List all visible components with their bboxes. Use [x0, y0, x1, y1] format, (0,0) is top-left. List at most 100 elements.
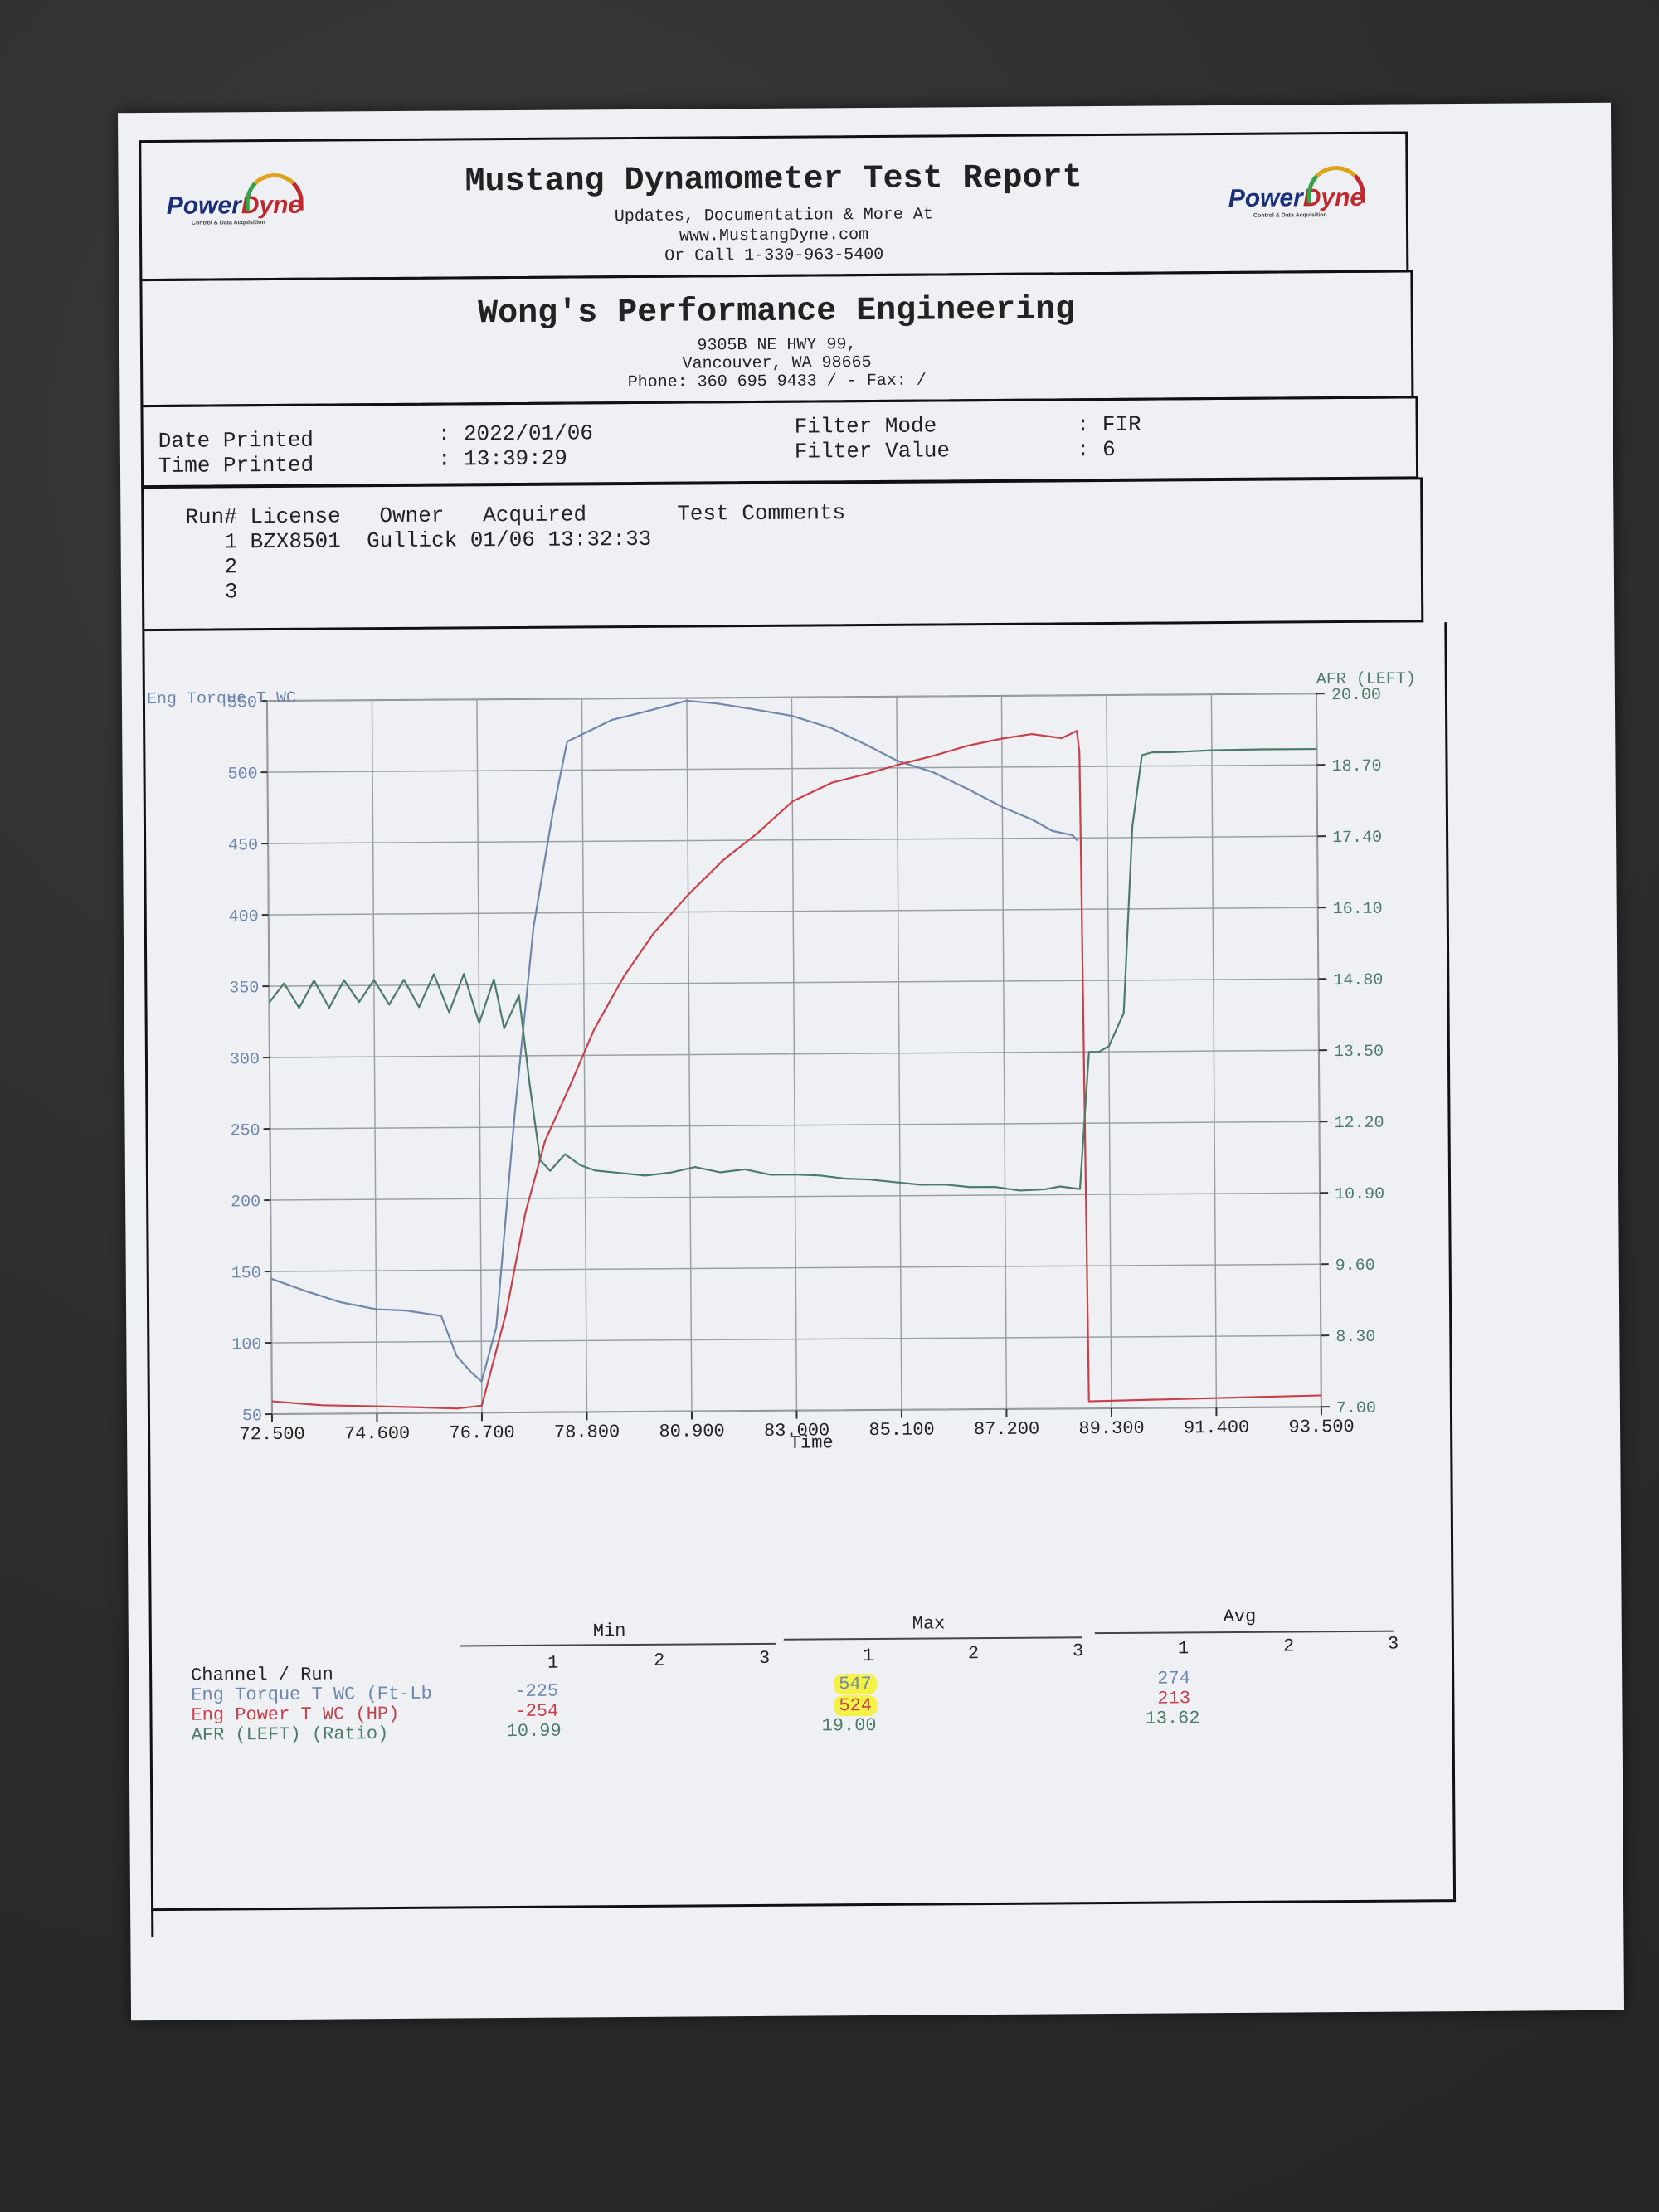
y-left-tick-label: 400 — [229, 907, 259, 926]
avg-run-2-header: 2 — [1282, 1636, 1295, 1657]
y-right-tick-label: 20.00 — [1331, 686, 1381, 705]
power-max-highlight: 524 — [834, 1694, 878, 1717]
y-right-tick-label: 17.40 — [1332, 829, 1382, 848]
chart-grid — [265, 693, 1322, 1416]
power-row-label: Eng Power T WC (HP) — [191, 1703, 400, 1726]
y-right-tick-label: 7.00 — [1336, 1399, 1376, 1418]
x-tick-label: 74.600 — [344, 1423, 410, 1445]
grid-line-horizontal — [268, 907, 1318, 916]
x-tick-label: 87.200 — [974, 1419, 1039, 1441]
runs-header: Run# License Owner Acquired Test Comment… — [185, 500, 846, 530]
min-run-3-header: 3 — [758, 1647, 771, 1669]
power-series-line — [271, 730, 1321, 1410]
torque-min: -225 — [514, 1680, 559, 1703]
min-group-header: Min — [592, 1621, 626, 1642]
x-axis-label: Time — [790, 1432, 834, 1453]
y-right-tick-label: 12.20 — [1334, 1114, 1384, 1133]
y-left-tick-label: 500 — [227, 765, 257, 784]
y-left-tick-label: 200 — [231, 1193, 260, 1212]
filter-value-label: Filter Value — [794, 438, 951, 464]
y-axis-label-right: AFR (LEFT) — [1316, 669, 1416, 689]
dyno-chart: 72.500 74.600 76.700 78.800 80.900 83.000 85.1… — [147, 669, 1416, 1453]
chart-axes: 72.500 74.600 76.700 78.800 80.900 83.000 85.1… — [227, 686, 1384, 1446]
min-run-2-header: 2 — [653, 1650, 665, 1671]
grid-line-horizontal — [270, 1121, 1320, 1130]
y-axis-label-left: Eng Torque T WC — [147, 689, 296, 709]
page-frame-right — [1444, 622, 1457, 1900]
y-left-tick-label: 450 — [228, 836, 258, 855]
y-right-tick-label: 10.90 — [1335, 1185, 1384, 1204]
min-run-1-header: 1 — [547, 1652, 559, 1674]
y-right-tick-label: 13.50 — [1334, 1043, 1384, 1062]
grid-line-horizontal — [270, 1263, 1321, 1272]
y-left-tick-label: 350 — [229, 979, 259, 998]
y-left-tick-label: 50 — [242, 1407, 262, 1426]
time-printed-label: Time Printed — [158, 452, 314, 479]
date-printed-label: Date Printed — [158, 427, 314, 454]
y-left-tick-label: 550 — [227, 693, 257, 712]
y-left-tick-label: 100 — [231, 1335, 261, 1354]
x-tick-label: 91.400 — [1184, 1417, 1249, 1439]
afr-min: 10.99 — [506, 1720, 562, 1743]
filter-mode-value: : FIR — [1076, 411, 1141, 438]
avg-run-3-header: 3 — [1387, 1633, 1399, 1655]
max-group-header: Max — [912, 1613, 946, 1635]
max-run-3-header: 3 — [1072, 1641, 1084, 1662]
dyno-report-sheet: PowerDyne Control & Data Acquisition Pow… — [117, 102, 1625, 2021]
chart-series — [268, 699, 1321, 1410]
grid-line-horizontal — [271, 1334, 1321, 1344]
print-info-box: Date Printed : 2022/01/06 Time Printed :… — [140, 396, 1419, 489]
date-printed-value: : 2022/01/06 — [437, 421, 594, 447]
filter-value-value: : 6 — [1076, 436, 1116, 463]
afr-series-line — [268, 747, 1317, 1192]
time-printed-value: : 13:39:29 — [437, 445, 568, 472]
x-tick-label: 80.900 — [659, 1421, 724, 1442]
power-min: -254 — [514, 1700, 559, 1723]
y-left-tick-label: 150 — [231, 1264, 261, 1283]
afr-avg: 13.62 — [1145, 1708, 1200, 1729]
max-run-2-header: 2 — [967, 1643, 980, 1665]
grid-line-horizontal — [266, 693, 1316, 702]
power-max: 524 — [834, 1694, 878, 1717]
y-left-tick-label: 300 — [230, 1050, 260, 1069]
run-row-1: 1 BZX8501 Gullick 01/06 13:32:33 — [185, 526, 652, 555]
run-row-3: 3 — [185, 579, 238, 605]
shop-name: Wong's Performance Engineering — [477, 291, 1076, 333]
x-tick-label: 83.000 — [764, 1420, 830, 1441]
grid-line-horizontal — [267, 764, 1317, 773]
shop-info-box: Wong's Performance Engineering 9305B NE … — [139, 270, 1414, 408]
runs-box: Run# License Owner Acquired Test Comment… — [141, 477, 1424, 632]
run-row-2: 2 — [185, 554, 238, 580]
x-tick-label: 93.500 — [1288, 1417, 1354, 1438]
afr-max: 19.00 — [821, 1714, 877, 1737]
x-tick-label: 78.800 — [554, 1422, 620, 1443]
max-run-1-header: 1 — [862, 1645, 874, 1667]
y-right-tick-label: 18.70 — [1331, 757, 1381, 776]
x-tick-label: 89.300 — [1078, 1418, 1144, 1440]
torque-avg: 274 — [1157, 1668, 1190, 1689]
grid-line-horizontal — [269, 978, 1319, 987]
torque-series-line — [270, 699, 1078, 1383]
grid-line-horizontal — [268, 835, 1318, 844]
grid-line-horizontal — [269, 1049, 1319, 1058]
y-right-tick-label: 9.60 — [1335, 1257, 1375, 1276]
y-left-tick-label: 250 — [230, 1121, 260, 1140]
report-title: Mustang Dynamometer Test Report — [465, 159, 1082, 202]
avg-run-1-header: 1 — [1177, 1638, 1190, 1660]
torque-row-label: Eng Torque T WC (Ft-Lb — [191, 1683, 432, 1706]
filter-mode-label: Filter Mode — [794, 413, 937, 440]
channel-run-header: Channel / Run — [191, 1664, 333, 1686]
y-right-tick-label: 16.10 — [1333, 900, 1383, 919]
x-tick-label: 85.100 — [868, 1419, 934, 1441]
y-right-tick-label: 14.80 — [1333, 971, 1383, 990]
x-tick-label: 72.500 — [239, 1424, 304, 1446]
power-avg: 213 — [1157, 1688, 1191, 1709]
avg-group-header: Avg — [1223, 1606, 1257, 1628]
torque-max-highlight: 547 — [834, 1673, 877, 1695]
y-right-tick-label: 8.30 — [1335, 1328, 1375, 1347]
report-header-box: PowerDyne Control & Data Acquisition Pow… — [139, 131, 1409, 282]
page-frame-bottom — [151, 1899, 1457, 1912]
afr-row-label: AFR (LEFT) (Ratio) — [191, 1723, 389, 1746]
grid-line-horizontal — [270, 1192, 1321, 1201]
torque-max: 547 — [834, 1673, 877, 1695]
